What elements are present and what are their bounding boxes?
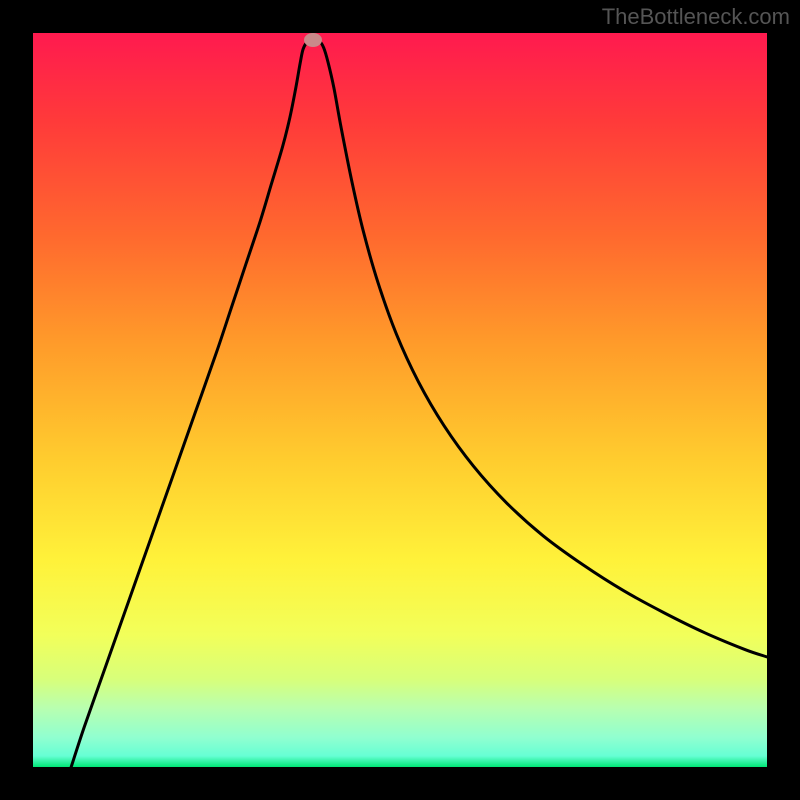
figure-container: TheBottleneck.com: [0, 0, 800, 800]
bottleneck-curve: [33, 33, 767, 767]
watermark-text: TheBottleneck.com: [602, 4, 790, 30]
